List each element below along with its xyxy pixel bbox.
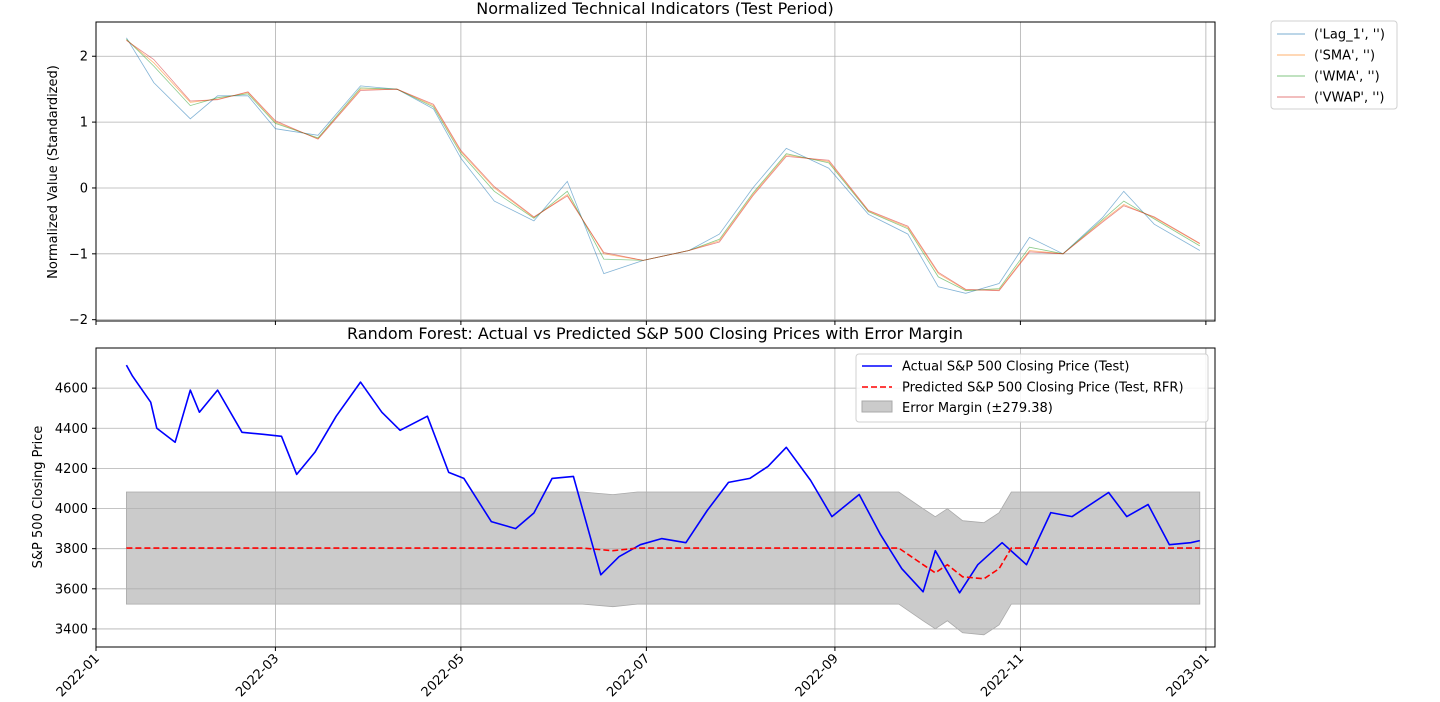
top-legend-entry: ('Lag_1', '')	[1314, 28, 1385, 43]
bottom-chart-frame	[95, 347, 1216, 648]
top-chart-frame	[95, 21, 1216, 322]
actual-price-line	[125, 364, 1200, 594]
top-y-tick-label: −2	[69, 313, 88, 328]
top-series-line-2	[126, 38, 1201, 292]
top-chart-x-ticks	[95, 321, 1207, 325]
bottom-y-tick-label: 4000	[55, 502, 88, 517]
bottom-x-tick-label: 2022-05	[419, 651, 468, 700]
bottom-y-tick-label: 4200	[55, 462, 88, 477]
bottom-chart-title: Random Forest: Actual vs Predicted S&P 5…	[347, 324, 963, 343]
top-series-line-3	[126, 40, 1201, 292]
bottom-chart-x-ticks: 2022-01 2022-03 2022-05 2022-07 2022-09 2022-…	[54, 647, 1213, 700]
bottom-x-tick-label: 2022-07	[604, 651, 653, 700]
top-chart-panel: Normalized Technical Indicators (Test Pe…	[46, 0, 1398, 328]
bottom-y-tick-label: 3800	[55, 542, 88, 557]
bottom-x-tick-label: 2022-11	[978, 651, 1027, 700]
bottom-chart-series	[125, 364, 1200, 594]
bottom-chart-y-axis-label: S&P 500 Closing Price	[31, 426, 46, 569]
top-legend-box	[1270, 20, 1398, 110]
legend-entry-predicted: Predicted S&P 500 Closing Price (Test, R…	[902, 381, 1184, 396]
top-legend-entry: ('SMA', '')	[1314, 49, 1375, 64]
bottom-y-tick-label: 3400	[55, 622, 88, 637]
top-y-tick-label: 2	[80, 50, 88, 65]
bottom-chart-y-ticks: 3400 3600 3800 4000 4200 4400 4600	[55, 382, 96, 637]
error-margin-band	[126, 491, 1201, 636]
top-y-tick-label: −1	[69, 247, 88, 262]
top-series-line-0	[126, 37, 1200, 294]
top-chart-title: Normalized Technical Indicators (Test Pe…	[476, 0, 833, 18]
top-chart-series	[126, 37, 1201, 294]
legend-entry-actual: Actual S&P 500 Closing Price (Test)	[902, 360, 1129, 375]
bottom-x-tick-label: 2022-03	[233, 651, 282, 700]
bottom-y-tick-label: 4600	[55, 382, 88, 397]
top-legend-entry: ('VWAP', '')	[1314, 91, 1384, 106]
top-y-tick-label: 1	[80, 116, 88, 131]
bottom-chart-legend: Actual S&P 500 Closing Price (Test) Predi…	[855, 353, 1209, 423]
predicted-price-line	[126, 547, 1200, 580]
bottom-x-tick-label: 2023-01	[1164, 651, 1213, 700]
top-chart-y-axis-label: Normalized Value (Standardized)	[46, 65, 61, 279]
error-margin-area	[126, 491, 1201, 636]
bottom-x-tick-label: 2022-09	[793, 651, 842, 700]
bottom-x-tick-label: 2022-01	[54, 651, 103, 700]
top-chart-y-ticks: −2 −1 0 1 2	[69, 50, 96, 328]
top-legend-entry: ('WMA', '')	[1314, 70, 1380, 85]
top-chart-grid	[95, 22, 1215, 321]
legend-entry-error-margin: Error Margin (±279.38)	[902, 401, 1053, 416]
legend-swatch-error-margin	[861, 400, 893, 413]
top-chart-legend: ('Lag_1', '') ('SMA', '') ('WMA', '') ('VWA…	[1270, 20, 1398, 110]
bottom-y-tick-label: 4400	[55, 422, 88, 437]
bottom-legend-box	[855, 353, 1209, 423]
top-y-tick-label: 0	[80, 181, 88, 196]
bottom-y-tick-label: 3600	[55, 582, 88, 597]
bottom-chart-panel: Random Forest: Actual vs Predicted S&P 5…	[31, 324, 1216, 700]
